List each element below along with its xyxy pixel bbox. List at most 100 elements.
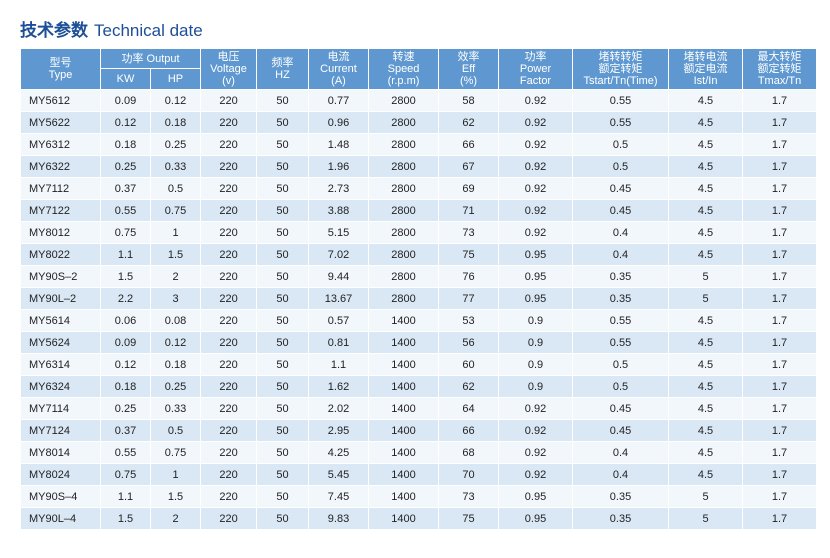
header-type-cn: 型号 [49,57,72,69]
cell-speed: 1400 [368,419,440,442]
cell-power-factor: 0.95 [498,265,574,288]
header-current: 电流 Current (A) [308,48,370,90]
cell-current: 7.45 [308,485,370,508]
cell-power-factor: 0.92 [498,111,574,134]
cell-start-current: 5 [668,507,744,530]
cell-max-torque: 1.7 [742,177,818,200]
cell-frequency: 50 [256,265,310,288]
cell-type: MY6324 [20,375,101,398]
cell-power-factor: 0.9 [498,353,574,376]
cell-start-torque: 0.45 [572,397,670,420]
cell-max-torque: 1.7 [742,419,818,442]
cell-speed: 2800 [368,111,440,134]
cell-start-torque: 0.45 [572,199,670,222]
header-speed-en: Speed [387,63,420,75]
cell-eff: 67 [438,155,500,178]
cell-kw: 0.55 [100,441,151,464]
cell-start-current: 4.5 [668,441,744,464]
cell-power-factor: 0.92 [498,441,574,464]
cell-power-factor: 0.95 [498,507,574,530]
cell-start-current: 4.5 [668,199,744,222]
cell-current: 0.81 [308,331,370,354]
table-row: MY7122 0.55 0.75 220 50 3.88 2800 71 0.92 0.45 4.5… [20,199,818,222]
table-row: MY7114 0.25 0.33 220 50 2.02 1400 64 0.92 0.45 4.5… [20,397,818,420]
header-frequency-cn: 频率 [271,57,294,69]
cell-power-factor: 0.92 [498,419,574,442]
cell-speed: 2800 [368,89,440,112]
cell-start-current: 4.5 [668,155,744,178]
cell-hp: 2 [149,265,202,288]
cell-eff: 58 [438,89,500,112]
cell-kw: 0.37 [100,177,151,200]
cell-speed: 1400 [368,309,440,332]
cell-hp: 1 [149,221,202,244]
table-row: MY5624 0.09 0.12 220 50 0.81 1400 56 0.9 0.55 4.5 1… [20,331,818,354]
cell-voltage: 220 [200,133,258,156]
cell-current: 1.1 [308,353,370,376]
cell-power-factor: 0.92 [498,155,574,178]
cell-power-factor: 0.95 [498,243,574,266]
header-type-en: Type [48,69,73,81]
header-eff-unit: (%) [459,75,478,87]
cell-kw: 0.25 [100,397,151,420]
header-power-factor-en: Power [519,63,552,75]
cell-power-factor: 0.92 [498,221,574,244]
cell-type: MY6312 [20,133,101,156]
cell-voltage: 220 [200,485,258,508]
cell-start-torque: 0.45 [572,419,670,442]
cell-voltage: 220 [200,331,258,354]
cell-frequency: 50 [256,507,310,530]
cell-max-torque: 1.7 [742,507,818,530]
header-speed-unit: (r.p.m) [387,75,420,87]
cell-hp: 0.5 [149,177,202,200]
cell-start-torque: 0.35 [572,265,670,288]
cell-type: MY5624 [20,331,101,354]
cell-hp: 0.5 [149,419,202,442]
cell-max-torque: 1.7 [742,89,818,112]
cell-start-current: 4.5 [668,221,744,244]
cell-type: MY8012 [20,221,101,244]
cell-eff: 53 [438,309,500,332]
cell-current: 3.88 [308,199,370,222]
cell-kw: 0.09 [100,331,151,354]
table-row: MY6322 0.25 0.33 220 50 1.96 2800 67 0.92 0.5 4.5 1… [20,155,818,178]
cell-current: 2.02 [308,397,370,420]
cell-current: 0.96 [308,111,370,134]
cell-start-current: 4.5 [668,397,744,420]
cell-type: MY8024 [20,463,101,486]
cell-frequency: 50 [256,177,310,200]
header-output: 功率 Output [99,48,202,69]
cell-kw: 1.1 [100,243,151,266]
cell-start-torque: 0.55 [572,309,670,332]
cell-start-current: 4.5 [668,353,744,376]
header-power-factor-unit: Factor [519,75,552,87]
cell-eff: 68 [438,441,500,464]
cell-hp: 0.25 [149,375,202,398]
cell-kw: 0.75 [100,221,151,244]
table-header: 型号 Type 功率 Output 电压 Voltage (v) 频率 HZ 电… [20,48,818,90]
cell-start-current: 4.5 [668,89,744,112]
cell-max-torque: 1.7 [742,199,818,222]
cell-voltage: 220 [200,507,258,530]
cell-power-factor: 0.95 [498,485,574,508]
cell-voltage: 220 [200,199,258,222]
header-current-cn: 电流 [327,51,350,63]
cell-eff: 56 [438,331,500,354]
cell-speed: 2800 [368,199,440,222]
cell-max-torque: 1.7 [742,243,818,266]
cell-max-torque: 1.7 [742,375,818,398]
table-row: MY7112 0.37 0.5 220 50 2.73 2800 69 0.92 0.45 4.5 1… [20,177,818,200]
cell-max-torque: 1.7 [742,221,818,244]
cell-start-torque: 0.55 [572,331,670,354]
header-start-current: 堵转电流 额定电流 Ist/In [668,48,744,90]
header-max-torque-unit: Tmax/Tn [757,75,802,87]
cell-power-factor: 0.92 [498,133,574,156]
header-power-factor-cn: 功率 [524,51,547,63]
cell-kw: 0.55 [100,199,151,222]
cell-hp: 0.75 [149,199,202,222]
cell-speed: 2800 [368,287,440,310]
table-row: MY90L–2 2.2 3 220 50 13.67 2800 77 0.95 0.35 5 1.7 [20,287,818,310]
cell-frequency: 50 [256,133,310,156]
cell-power-factor: 0.92 [498,89,574,112]
header-start-torque-cn: 堵转转矩 [598,51,643,63]
